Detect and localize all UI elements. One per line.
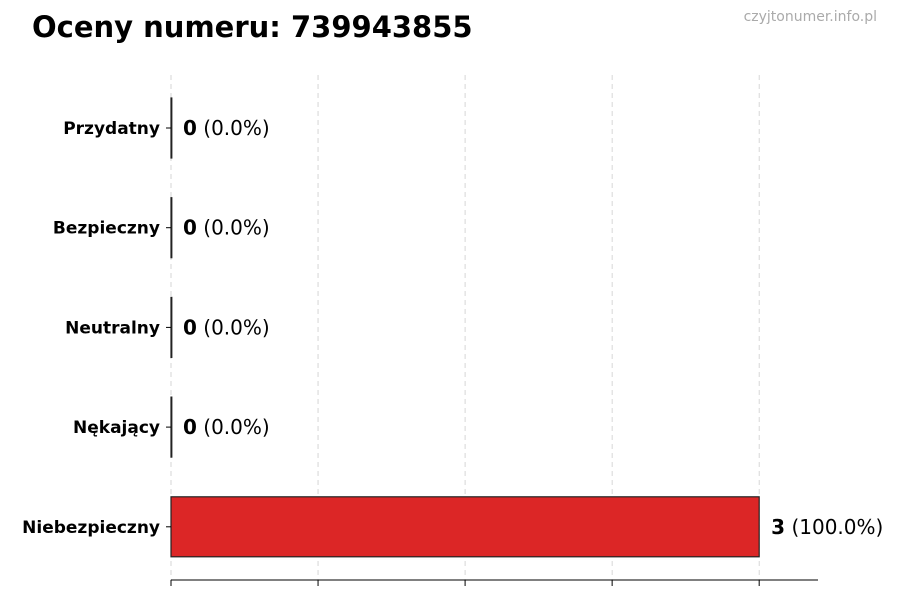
bar — [170, 197, 173, 259]
value-percent: (0.0%) — [197, 216, 270, 240]
bar — [170, 496, 760, 558]
value-label: 0 (0.0%) — [183, 116, 270, 140]
chart-title: Oceny numeru: 739943855 — [32, 10, 473, 44]
value-label: 0 (0.0%) — [183, 415, 270, 439]
category-label: Neutralny — [65, 318, 160, 338]
category-label: Przydatny — [63, 119, 160, 139]
value-count: 0 — [183, 216, 197, 240]
value-percent: (0.0%) — [197, 315, 270, 339]
value-label: 0 (0.0%) — [183, 315, 270, 339]
value-label: 0 (0.0%) — [183, 216, 270, 240]
value-count: 0 — [183, 415, 197, 439]
bar — [170, 296, 173, 358]
value-percent: (100.0%) — [785, 515, 883, 539]
value-count: 0 — [183, 116, 197, 140]
value-count: 3 — [771, 515, 785, 539]
watermark: czyjtonumer.info.pl — [743, 9, 877, 25]
category-label: Bezpieczny — [53, 219, 160, 239]
category-label: Niebezpieczny — [22, 518, 160, 538]
value-label: 3 (100.0%) — [771, 515, 883, 539]
value-count: 0 — [183, 315, 197, 339]
bar — [170, 97, 173, 159]
value-percent: (0.0%) — [197, 116, 270, 140]
bar — [170, 396, 173, 458]
value-percent: (0.0%) — [197, 415, 270, 439]
category-label: Nękający — [73, 418, 160, 438]
